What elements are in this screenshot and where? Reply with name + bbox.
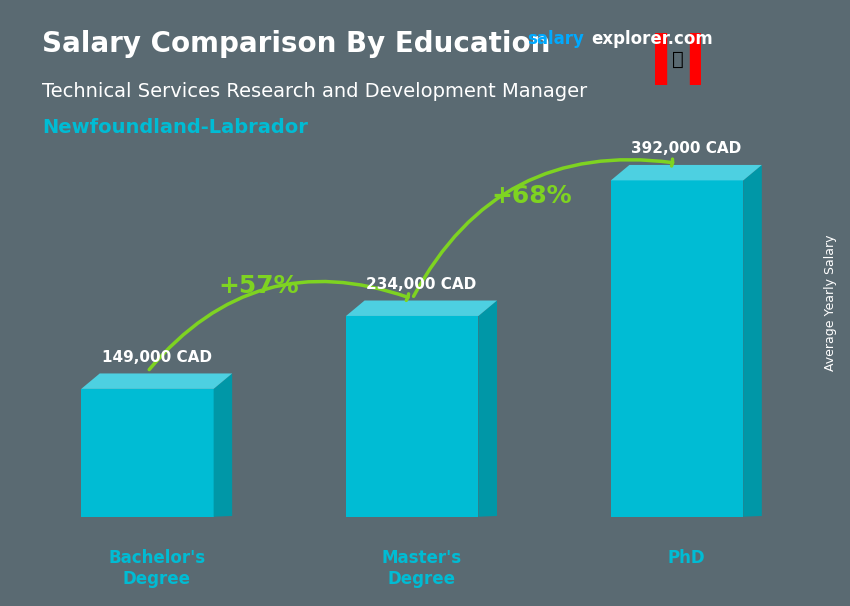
Text: 234,000 CAD: 234,000 CAD: [366, 277, 477, 292]
Polygon shape: [82, 373, 232, 389]
Polygon shape: [611, 165, 762, 181]
Text: Salary Comparison By Education: Salary Comparison By Education: [42, 30, 551, 58]
Text: 🍁: 🍁: [672, 50, 683, 68]
Text: Master's
Degree: Master's Degree: [382, 550, 462, 588]
Text: +68%: +68%: [491, 184, 572, 208]
Bar: [689, 33, 701, 85]
Polygon shape: [743, 165, 762, 517]
Bar: [654, 33, 666, 85]
Text: PhD: PhD: [667, 550, 706, 567]
Text: 149,000 CAD: 149,000 CAD: [102, 350, 212, 365]
Text: 392,000 CAD: 392,000 CAD: [632, 141, 741, 156]
Text: +57%: +57%: [218, 274, 299, 298]
Text: Technical Services Research and Development Manager: Technical Services Research and Developm…: [42, 82, 587, 101]
Text: explorer.com: explorer.com: [591, 30, 712, 48]
Polygon shape: [82, 389, 213, 517]
Polygon shape: [346, 316, 479, 517]
Text: Newfoundland-Labrador: Newfoundland-Labrador: [42, 118, 309, 137]
Polygon shape: [479, 301, 497, 517]
Text: Average Yearly Salary: Average Yearly Salary: [824, 235, 837, 371]
Polygon shape: [213, 373, 232, 517]
Text: salary: salary: [527, 30, 584, 48]
Polygon shape: [346, 301, 497, 316]
Polygon shape: [611, 181, 743, 517]
Text: Bachelor's
Degree: Bachelor's Degree: [108, 550, 205, 588]
